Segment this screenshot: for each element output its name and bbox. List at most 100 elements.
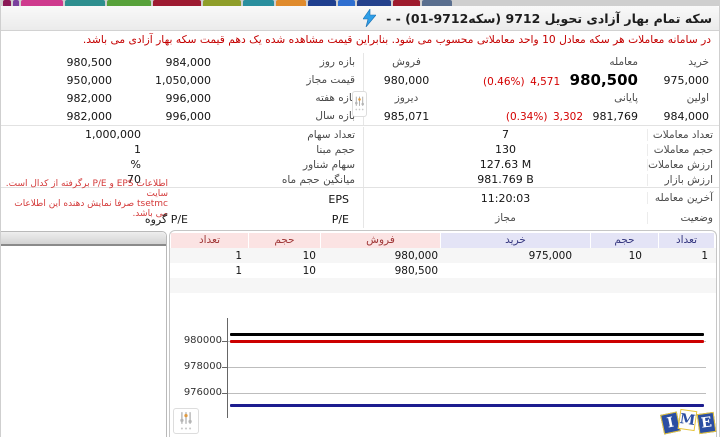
stats-block: 1,000,000 تعداد سهام 1 حجم مبنا % سهام شناو…: [1, 127, 719, 187]
page-title: سکه تمام بهار آزادی تحویل 9712 (سکه9712-…: [386, 10, 712, 26]
top-tab[interactable]: [393, 0, 420, 6]
stat-value: 1: [134, 143, 141, 156]
sliders-icon: [355, 96, 364, 111]
last-trade-value: (0.46%) 4,571 980,500: [449, 71, 642, 89]
order-book-row[interactable]: 1 10 980,000 975,000 10 1: [170, 248, 716, 263]
order-book-row[interactable]: [170, 278, 716, 293]
top-tab[interactable]: [3, 0, 11, 6]
stat-value: 127.63 M: [479, 158, 532, 171]
sell-price: 980,000: [394, 249, 438, 262]
top-tab[interactable]: [276, 0, 306, 6]
range-high: 996,000: [165, 91, 212, 105]
status-value: مجاز: [495, 212, 516, 224]
buy-price: 975,000: [663, 73, 710, 87]
ime-logo[interactable]: I M E: [660, 408, 719, 436]
chart-ytick: [222, 367, 228, 369]
price-ranges: 980,500 984,000 بازه روز 950,000 1,050,0…: [1, 53, 363, 125]
top-tab[interactable]: [422, 0, 452, 6]
top-tab[interactable]: [21, 0, 63, 6]
sell-count: 1: [235, 249, 242, 262]
sell-volume: 10: [302, 249, 316, 262]
eps-note-line2: tsetmc صرفا نمایش دهنده این اطلاعات می ب…: [14, 199, 168, 219]
top-tab[interactable]: [243, 0, 274, 6]
order-book-row[interactable]: 1 10 980,500: [170, 263, 716, 278]
lightning-refresh-icon[interactable]: [363, 9, 377, 27]
eps-note-line1: اطلاعات EPS و P/E برگرفته از کدال است. س…: [5, 179, 168, 199]
stats-right: 7 تعداد معاملات 130 حجم معاملات 127.63 M ار…: [363, 127, 719, 187]
range-row: 950,000 1,050,000 قیمت مجاز: [1, 71, 363, 89]
range-high: 996,000: [165, 109, 212, 123]
stat-value: 7: [502, 128, 509, 141]
quote-value-row: 980,000 (0.46%) 4,571 980,500 975,000: [364, 71, 719, 89]
quote-header-row: دیروز پایانی اولین: [364, 89, 719, 107]
range-high: 984,000: [165, 55, 212, 69]
pe-label: P/E: [331, 212, 349, 226]
close-change-percent: (0.34%): [505, 110, 548, 123]
side-panel-header: [1, 232, 166, 246]
close-price: 981,769: [592, 109, 639, 123]
last-trade-time: 11:20:03: [480, 191, 531, 205]
top-tab[interactable]: [338, 0, 355, 6]
buy-volume: 10: [628, 249, 642, 262]
top-tab[interactable]: [13, 0, 19, 6]
status-block: اطلاعات EPS و P/E برگرفته از کدال است. س…: [1, 179, 719, 228]
yesterday-price: 985,071: [383, 109, 430, 123]
top-tab[interactable]: [65, 0, 105, 6]
top-tab[interactable]: [153, 0, 201, 6]
chart-options-button[interactable]: [173, 408, 199, 434]
buy-price-header: خرید: [440, 233, 590, 248]
close-col-label: پایانی: [614, 92, 638, 104]
stat-label: ارزش معاملات: [647, 158, 719, 171]
stat-label: حجم معاملات: [647, 143, 719, 156]
yesterday-col-label: دیروز: [394, 92, 419, 104]
sell-volume: 10: [302, 264, 316, 277]
divider: [1, 187, 719, 188]
last-price: 980,500: [569, 71, 638, 89]
range-high: 1,050,000: [155, 73, 211, 87]
range-low: 980,500: [66, 55, 113, 69]
sell-count-header: تعداد: [170, 233, 248, 248]
eps-pe-section: اطلاعات EPS و P/E برگرفته از کدال است. س…: [1, 179, 363, 228]
chart-plot: [222, 318, 706, 418]
range-label: بازه هفته: [315, 92, 355, 104]
first-col-label: اولین: [686, 92, 709, 104]
top-tab[interactable]: [308, 0, 336, 6]
sell-price: 980,500: [394, 264, 438, 277]
range-low: 982,000: [66, 91, 113, 105]
stat-value: 981.769 B: [477, 173, 534, 186]
range-label: قیمت مجاز: [306, 74, 355, 86]
chart-ytick-label: 978000: [183, 361, 222, 373]
price-quote: فروش معامله خرید 980,000 (0.46%) 4,571 9…: [363, 53, 719, 125]
sell-volume-header: حجم: [248, 233, 320, 248]
price-chart: 976000 978000 980000: [170, 303, 716, 437]
chart-line-closing_price_line: [230, 339, 704, 343]
eps-label: EPS: [328, 192, 349, 206]
top-tab[interactable]: [357, 0, 391, 6]
trade-status-section: 11:20:03 آخرین معامله مجاز وضعیت: [363, 188, 719, 228]
first-price: 984,000: [663, 109, 710, 123]
sell-count: 1: [235, 264, 242, 277]
chart-gridline: [228, 367, 706, 369]
stat-value: 130: [495, 143, 516, 156]
stat-label: سهام شناور: [303, 158, 355, 171]
side-panel: [1, 231, 167, 437]
top-tab[interactable]: [107, 0, 151, 6]
price-summary-block: 980,500 984,000 بازه روز 950,000 1,050,0…: [1, 53, 719, 125]
range-options-button[interactable]: [352, 91, 367, 117]
coin-unit-notice: در سامانه معاملات هر سکه معادل 10 واحد م…: [82, 33, 711, 46]
order-book-header: تعداد حجم فروش خرید حجم تعداد: [170, 233, 716, 248]
stat-value: 1,000,000: [85, 128, 141, 141]
range-low: 950,000: [66, 73, 113, 87]
top-tab[interactable]: [203, 0, 241, 6]
chart-line-last_price_line: [230, 333, 704, 337]
eps-note: اطلاعات EPS و P/E برگرفته از کدال است. س…: [1, 179, 196, 219]
buy-price: 975,000: [528, 249, 572, 262]
range-row: 980,500 984,000 بازه روز: [1, 53, 363, 71]
top-tab-strip: [1, 0, 719, 6]
last-change-amount: 4,571: [530, 76, 561, 88]
stat-value: 70: [127, 173, 141, 186]
buy-volume-header: حجم: [590, 233, 658, 248]
range-low: 982,000: [66, 109, 113, 123]
range-label: بازه سال: [315, 110, 355, 122]
